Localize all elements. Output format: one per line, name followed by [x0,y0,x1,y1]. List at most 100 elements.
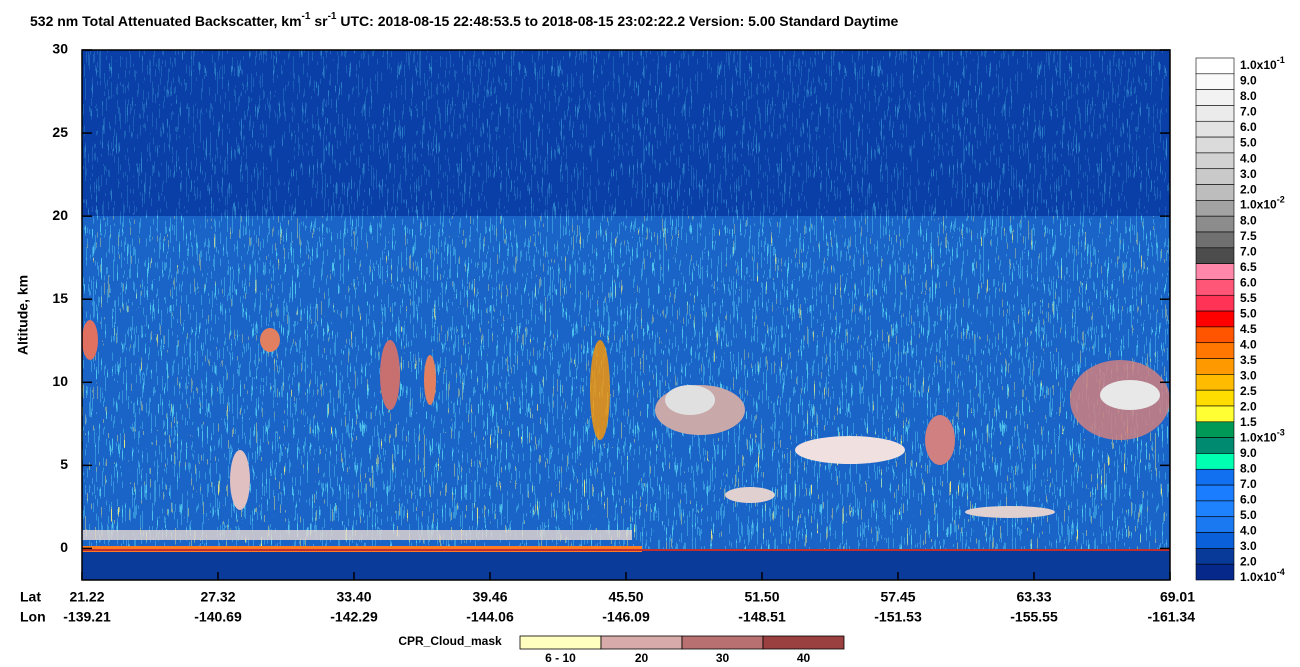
x-row-label: Lat [20,589,41,605]
colorbar-swatch [1195,279,1235,296]
colorbar-label: 1.5 [1240,415,1257,429]
y-tick-label: 15 [52,290,68,306]
colorbar-label: 4.0 [1240,337,1257,351]
y-tick-label: 25 [52,124,68,140]
x-tick-label: -148.51 [738,609,786,625]
chart-title: 532 nm Total Attenuated Backscatter, km-… [30,11,899,29]
x-tick-label: 21.22 [69,589,104,605]
colorbar-label-exp: -4 [1277,567,1285,577]
colorbar-swatch [1195,105,1235,122]
legend-swatch [600,635,683,650]
x-tick-label: 69.01 [1160,589,1195,605]
colorbar-label: 3.5 [1240,353,1257,367]
colorbar-swatch [1195,453,1235,470]
colorbar-label: 3.0 [1240,167,1257,181]
x-tick-label: -146.09 [602,609,650,625]
colorbar-label-base: 1.0x10 [1240,58,1277,72]
y-axis-label: Altitude, km [15,275,31,355]
colorbar-swatch [1195,342,1235,359]
legend-swatch [681,635,764,650]
colorbar-swatch [1195,310,1235,328]
colorbar-label-exp: -3 [1277,428,1285,438]
curtain-image [82,50,1170,580]
colorbar-label: 5.5 [1240,291,1257,305]
colorbar-label: 3.0 [1240,539,1257,553]
x-tick-label: -142.29 [330,609,378,625]
legend-label: 20 [635,651,649,665]
colorbar-swatch [1195,374,1235,391]
colorbar-swatch [1195,136,1235,154]
colorbar-label-base: 1.0x10 [1240,570,1277,584]
x-tick-label: 27.32 [200,589,235,605]
colorbar-label: 1.0x10-4 [1240,567,1285,584]
colorbar-label: 6.0 [1240,493,1257,507]
colorbar-swatch [1195,358,1235,375]
legend-label: 40 [797,651,811,665]
colorbar-label: 2.0 [1240,400,1257,414]
y-tick-label: 5 [60,456,68,472]
colorbar-label: 2.0 [1240,182,1257,196]
y-tick-label: 20 [52,207,68,223]
x-tick-label: -151.53 [874,609,922,625]
x-tick-label: -144.06 [466,609,514,625]
colorbar-label: 4.0 [1240,524,1257,538]
legend-swatch [519,635,602,650]
x-tick-label: -161.34 [1148,609,1196,625]
legend-label: 30 [716,651,730,665]
colorbar-label-base: 1.0x10 [1240,198,1277,212]
colorbar-label: 9.0 [1240,446,1257,460]
colorbar-swatch [1195,89,1235,106]
legend-swatch [762,635,845,650]
colorbar-label: 8.0 [1240,89,1257,103]
colorbar-label: 4.0 [1240,151,1257,165]
colorbar-label-exp: -1 [1277,55,1285,65]
colorbar-swatch [1195,73,1235,90]
colorbar-label: 4.5 [1240,322,1257,336]
colorbar-swatch [1195,532,1235,549]
colorbar-label-exp: -2 [1277,195,1285,205]
colorbar-swatch [1195,563,1235,581]
colorbar-swatch [1195,120,1235,138]
colorbar-label: 7.0 [1240,105,1257,119]
colorbar-label: 6.0 [1240,120,1257,134]
colorbar-label-base: 1.0x10 [1240,431,1277,445]
colorbar-swatch [1195,405,1235,423]
colorbar-swatch [1195,168,1235,185]
colorbar-swatch [1195,548,1235,565]
colorbar-label: 8.0 [1240,213,1257,227]
colorbar-swatch [1195,484,1235,502]
colorbar-swatch [1195,263,1235,280]
colorbar-label: 9.0 [1240,74,1257,88]
colorbar-swatch [1195,389,1235,407]
x-tick-label: -140.69 [194,609,242,625]
colorbar-label: 1.0x10-2 [1240,195,1285,212]
y-tick-label: 10 [52,373,68,389]
colorbar-swatch [1195,152,1235,170]
colorbar-label: 2.5 [1240,384,1257,398]
colorbar-label: 3.0 [1240,368,1257,382]
colorbar-label: 5.0 [1240,508,1257,522]
colorbar-label: 1.0x10-1 [1240,55,1285,72]
colorbar-label: 7.5 [1240,229,1257,243]
x-tick-label: 57.45 [880,589,915,605]
colorbar-label: 2.0 [1240,555,1257,569]
colorbar-label: 6.5 [1240,260,1257,274]
colorbar-label: 5.0 [1240,136,1257,150]
colorbar-label: 6.0 [1240,275,1257,289]
colorbar-label: 7.0 [1240,477,1257,491]
legend-label: 6 - 10 [545,651,576,665]
x-tick-label: 39.46 [472,589,507,605]
colorbar-label: 7.0 [1240,244,1257,258]
colorbar-label: 1.0x10-3 [1240,428,1285,445]
colorbar-swatch [1195,231,1235,249]
x-tick-label: 33.40 [336,589,371,605]
colorbar-swatch [1195,215,1235,233]
x-tick-label: 51.50 [744,589,779,605]
colorbar-swatch [1195,326,1235,344]
x-tick-label: 45.50 [608,589,643,605]
colorbar-swatch [1195,247,1235,264]
y-tick-label: 0 [60,539,68,555]
colorbar-swatch [1195,57,1235,75]
colorbar-swatch [1195,200,1235,217]
